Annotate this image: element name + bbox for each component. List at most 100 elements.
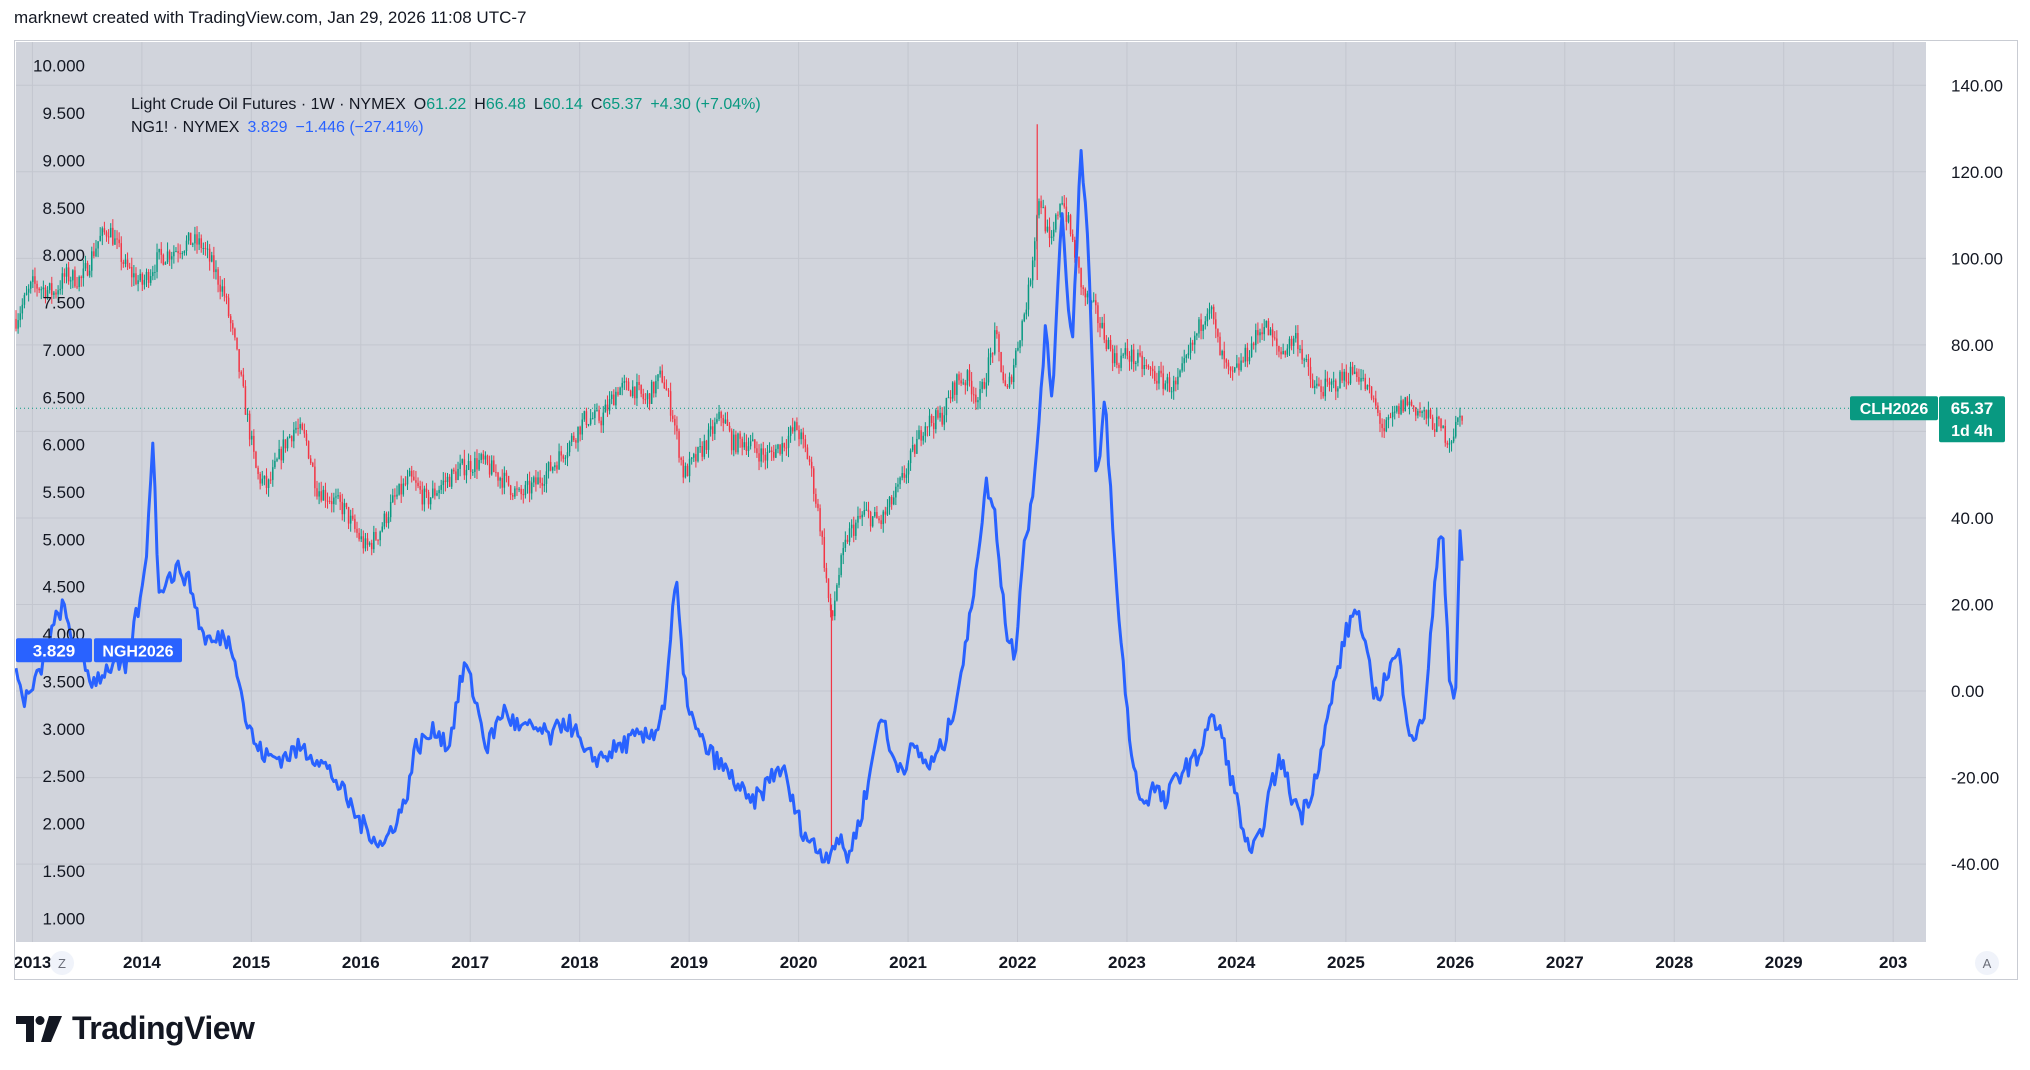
candle-body bbox=[1393, 411, 1396, 413]
candle-body bbox=[17, 320, 19, 329]
candle-body bbox=[703, 440, 706, 457]
candle-body bbox=[84, 263, 87, 269]
candle-body bbox=[154, 271, 156, 273]
candle-body bbox=[25, 292, 28, 296]
candle-body bbox=[520, 488, 522, 495]
candle-body bbox=[840, 555, 842, 575]
candle-body bbox=[67, 267, 70, 282]
candle-body bbox=[716, 419, 718, 423]
candle-body bbox=[754, 439, 756, 449]
candle-body bbox=[482, 454, 485, 460]
candle-body bbox=[916, 438, 918, 454]
candle-body bbox=[594, 410, 596, 419]
candle-body bbox=[185, 240, 188, 252]
candle-body bbox=[1240, 360, 1242, 371]
candle-body bbox=[274, 460, 276, 468]
candle-body bbox=[935, 410, 937, 430]
candle-body bbox=[149, 276, 152, 283]
candle-body bbox=[1379, 412, 1381, 424]
candle-body bbox=[1425, 410, 1428, 419]
candle-body bbox=[1114, 353, 1116, 364]
candle-body bbox=[215, 269, 217, 273]
candle-body bbox=[1343, 371, 1345, 381]
chart-pane[interactable]: 10.000 9.500 9.000 8.500 8.000 7.500 7.000 6.50… bbox=[14, 40, 2018, 980]
candle-body bbox=[1200, 319, 1202, 331]
candle-body bbox=[566, 452, 569, 458]
candle-body bbox=[128, 266, 131, 268]
candle-body bbox=[303, 429, 306, 434]
ng-symbol-label: NGH2026 bbox=[102, 643, 173, 660]
candle-body bbox=[695, 454, 697, 462]
candle-body bbox=[1238, 363, 1240, 371]
candle-body bbox=[1459, 415, 1461, 418]
left-axis-tick-label: 6.500 bbox=[42, 388, 85, 407]
cl-high-value: 66.48 bbox=[485, 96, 526, 113]
candle-body bbox=[693, 454, 695, 458]
candle-body bbox=[124, 259, 127, 264]
candle-body bbox=[863, 510, 866, 515]
candle-body bbox=[1170, 391, 1173, 393]
candle-body bbox=[1370, 386, 1373, 399]
candle-body bbox=[320, 491, 322, 501]
cl-change-value: +4.30 (+7.04%) bbox=[650, 96, 761, 113]
candle-body bbox=[871, 516, 874, 527]
candle-body bbox=[972, 394, 975, 396]
candle-body bbox=[960, 380, 962, 384]
candle-body bbox=[181, 253, 184, 255]
candle-body bbox=[577, 426, 579, 443]
candle-body bbox=[335, 496, 337, 498]
candle-body bbox=[1097, 305, 1099, 324]
tradingview-logo[interactable]: TradingView bbox=[16, 1010, 255, 1047]
cl-legend-row[interactable]: Light Crude Oil Futures · 1W · NYMEX O61.… bbox=[131, 93, 761, 116]
candle-body bbox=[890, 496, 893, 505]
candle-body bbox=[109, 227, 112, 238]
candle-body bbox=[389, 501, 392, 518]
right-axis-ticks: 140.00120.00100.0080.0060.0040.0020.000.… bbox=[1951, 76, 2003, 874]
candle-body bbox=[842, 547, 844, 556]
candle-body bbox=[318, 491, 320, 497]
candle-body bbox=[246, 413, 249, 415]
candle-body bbox=[457, 468, 459, 481]
right-axis-tick-label: 20.00 bbox=[1951, 596, 1994, 615]
candle-body bbox=[440, 485, 442, 490]
candle-body bbox=[1421, 411, 1423, 413]
candle-body bbox=[1158, 370, 1160, 384]
candle-body bbox=[522, 494, 525, 496]
candle-body bbox=[1358, 377, 1360, 382]
z-scale-button[interactable]: Z bbox=[50, 951, 74, 975]
candle-body bbox=[998, 334, 1000, 353]
candle-body bbox=[1236, 363, 1238, 368]
auto-scale-button[interactable]: A bbox=[1975, 951, 1999, 975]
candle-body bbox=[707, 429, 710, 450]
candle-body bbox=[1255, 330, 1257, 346]
candle-body bbox=[539, 477, 541, 483]
candle-body bbox=[1130, 349, 1133, 362]
candle-body bbox=[608, 399, 611, 411]
candle-body bbox=[836, 585, 838, 601]
candle-body bbox=[602, 412, 605, 426]
candle-body bbox=[512, 495, 514, 497]
candle-body bbox=[535, 477, 537, 485]
candle-body bbox=[556, 465, 558, 470]
candle-body bbox=[813, 468, 815, 494]
candle-body bbox=[1191, 342, 1194, 345]
candle-body bbox=[1202, 324, 1204, 331]
candle-body bbox=[19, 313, 21, 321]
candle-body bbox=[436, 493, 438, 496]
candle-body bbox=[701, 446, 703, 457]
candle-body bbox=[44, 287, 47, 299]
chart-svg[interactable]: 10.000 9.500 9.000 8.500 8.000 7.500 7.000 6.50… bbox=[15, 41, 2017, 979]
ng-legend-row[interactable]: NG1! · NYMEX 3.829 −1.446 (−27.41%) bbox=[131, 116, 761, 139]
candle-body bbox=[1429, 409, 1432, 418]
candle-body bbox=[1008, 376, 1011, 388]
candle-body bbox=[162, 254, 165, 265]
candle-body bbox=[667, 390, 670, 392]
candle-body bbox=[116, 238, 118, 240]
ng-legend-value: 3.829 bbox=[247, 119, 288, 136]
candle-body bbox=[465, 469, 468, 476]
candle-body bbox=[1385, 419, 1388, 432]
candle-body bbox=[143, 279, 146, 285]
candle-body bbox=[107, 236, 110, 238]
candle-body bbox=[1229, 366, 1232, 371]
candle-body bbox=[59, 288, 61, 291]
